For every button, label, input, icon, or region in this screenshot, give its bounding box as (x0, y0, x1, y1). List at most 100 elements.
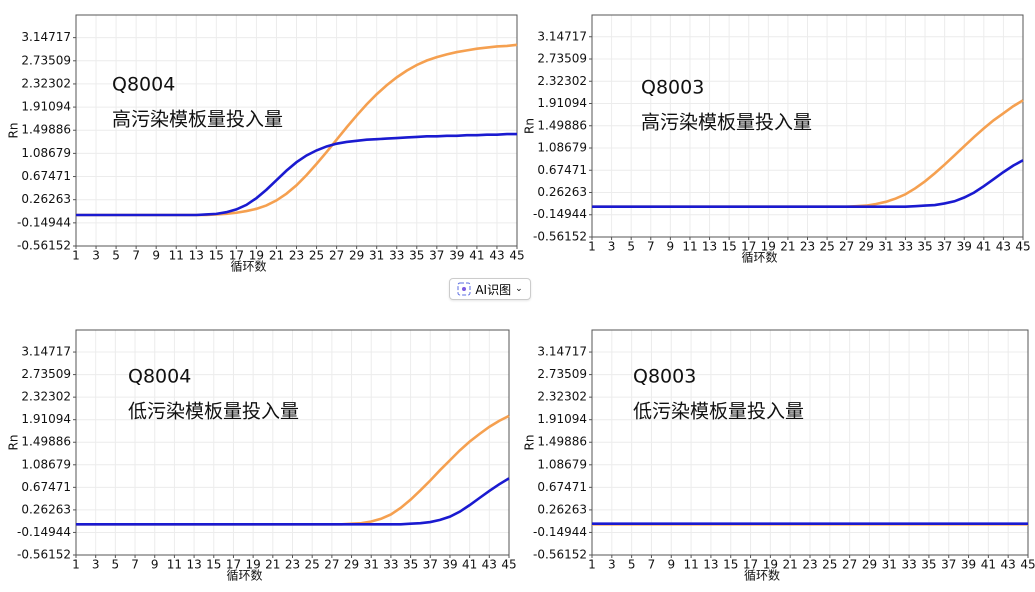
annotation: 高污染模板量投入量 (641, 112, 812, 134)
y-tick-label: 2.32302 (21, 76, 71, 90)
y-tick-label: 1.08679 (537, 141, 587, 155)
x-tick-label: 7 (131, 558, 139, 572)
series-line (76, 132, 517, 217)
x-tick-label: 7 (647, 240, 655, 254)
x-tick-label: 13 (189, 249, 204, 263)
x-tick-label: 1 (72, 249, 80, 263)
x-tick-label: 45 (1020, 558, 1035, 572)
y-tick-label: 2.32302 (21, 390, 71, 404)
x-axis-label: 循环数 (741, 250, 777, 265)
annotation: 高污染模板量投入量 (112, 109, 283, 131)
x-tick-label: 39 (442, 558, 457, 572)
x-tick-label: 13 (186, 558, 201, 572)
y-tick-label: -0.56152 (533, 230, 587, 244)
x-tick-label: 27 (839, 240, 854, 254)
x-tick-label: 27 (324, 558, 339, 572)
y-tick-label: 1.08679 (21, 146, 71, 160)
plot-border (591, 14, 1024, 238)
x-tick-label: 23 (802, 558, 817, 572)
plot-border (75, 329, 510, 556)
x-tick-label: 13 (702, 240, 717, 254)
annotation: Q8003 (633, 366, 696, 388)
x-tick-label: 9 (667, 240, 675, 254)
y-tick-label: 0.26263 (21, 502, 71, 516)
y-tick-label: 1.91094 (537, 412, 587, 426)
x-tick-label: 31 (369, 249, 384, 263)
plot-border (591, 329, 1029, 556)
x-tick-label: 37 (423, 558, 438, 572)
annotation: Q8004 (128, 366, 191, 388)
x-tick-label: 31 (364, 558, 379, 572)
x-tick-label: 29 (349, 249, 364, 263)
x-tick-label: 19 (249, 249, 264, 263)
y-tick-label: 0.67471 (21, 169, 71, 183)
x-tick-label: 23 (289, 249, 304, 263)
x-tick-label: 37 (941, 558, 956, 572)
x-axis-label: 循环数 (226, 568, 262, 583)
x-tick-label: 9 (152, 249, 160, 263)
x-tick-label: 19 (245, 558, 260, 572)
x-tick-label: 45 (501, 558, 516, 572)
x-tick-label: 33 (383, 558, 398, 572)
x-tick-label: 19 (761, 240, 776, 254)
y-tick-label: 0.67471 (21, 480, 71, 494)
x-tick-label: 21 (780, 240, 795, 254)
y-tick-label: -0.56152 (17, 239, 71, 253)
y-tick-label: 0.67471 (537, 163, 587, 177)
x-tick-label: 11 (167, 558, 182, 572)
x-tick-label: 5 (628, 558, 636, 572)
y-tick-label: -0.14944 (17, 215, 71, 229)
y-tick-label: 3.14717 (537, 345, 587, 359)
y-tick-label: 1.49886 (21, 435, 71, 449)
x-tick-label: 21 (265, 558, 280, 572)
x-tick-label: 1 (588, 240, 596, 254)
x-tick-label: 19 (763, 558, 778, 572)
x-tick-label: 17 (229, 249, 244, 263)
x-tick-label: 35 (409, 249, 424, 263)
x-tick-label: 43 (489, 249, 504, 263)
y-tick-label: 2.73509 (537, 367, 587, 381)
y-tick-label: 2.73509 (21, 53, 71, 67)
x-tick-label: 29 (862, 558, 877, 572)
annotation: 低污染模板量投入量 (128, 401, 299, 423)
x-tick-label: 31 (878, 240, 893, 254)
x-tick-label: 1 (72, 558, 80, 572)
y-tick-label: 1.08679 (537, 457, 587, 471)
y-tick-label: -0.56152 (17, 548, 71, 562)
x-tick-label: 3 (608, 240, 616, 254)
y-tick-label: 1.49886 (21, 123, 71, 137)
x-tick-label: 17 (741, 240, 756, 254)
y-tick-label: -0.14944 (17, 525, 71, 539)
y-tick-label: 1.49886 (537, 118, 587, 132)
y-tick-label: 3.14717 (21, 30, 71, 44)
y-tick-label: 0.26263 (537, 502, 587, 516)
chart: 1 3 5 7 9 11 13 15 17 19 21 23 25 27 29 31 33 35 37 39 41 43 4… (523, 14, 1031, 265)
x-axis-label: 循环数 (744, 568, 780, 583)
x-tick-label: 37 (937, 240, 952, 254)
y-tick-label: 2.73509 (21, 367, 71, 381)
annotation: Q8004 (112, 74, 175, 96)
x-tick-label: 3 (608, 558, 616, 572)
y-axis-label: Rn (523, 118, 537, 134)
chart: 1 3 5 7 9 11 13 15 17 19 21 23 25 27 29 31 33 35 37 39 41 43 4… (523, 329, 1035, 583)
x-tick-label: 43 (996, 240, 1011, 254)
ai-button-label: AI识图 (475, 282, 512, 297)
x-tick-label: 15 (206, 558, 221, 572)
x-tick-label: 35 (917, 240, 932, 254)
y-axis-label: Rn (523, 435, 537, 451)
ai-button[interactable]: AI识图 ⌄ (449, 278, 531, 300)
chart: 1 3 5 7 9 11 13 15 17 19 21 23 25 27 29 31 33 35 37 39 41 43 4… (7, 329, 517, 583)
y-axis-label: Rn (7, 435, 21, 451)
x-tick-label: 29 (344, 558, 359, 572)
x-tick-label: 21 (269, 249, 284, 263)
x-tick-label: 33 (898, 240, 913, 254)
plot-border (75, 14, 518, 247)
y-tick-label: 1.91094 (537, 96, 587, 110)
x-tick-label: 27 (329, 249, 344, 263)
y-tick-label: 0.26263 (21, 192, 71, 206)
x-tick-label: 25 (822, 558, 837, 572)
x-tick-label: 29 (859, 240, 874, 254)
x-tick-label: 5 (112, 558, 120, 572)
y-tick-label: -0.14944 (533, 207, 587, 221)
